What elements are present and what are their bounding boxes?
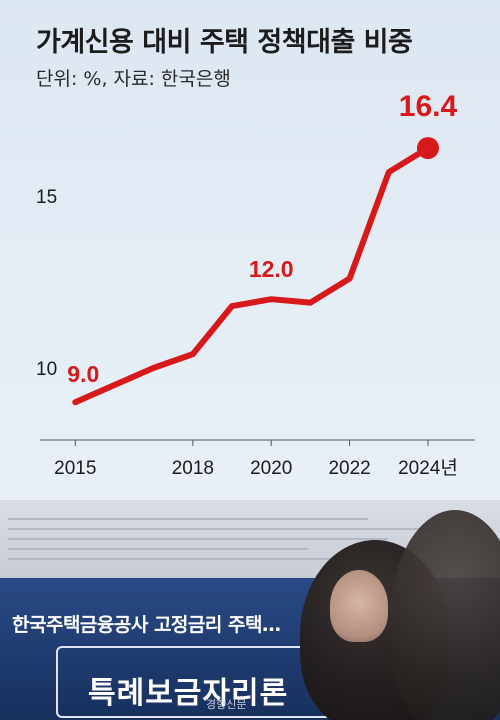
banner-text-main: 특례보금자리론 bbox=[88, 676, 289, 711]
x-tick-label: 2015 bbox=[54, 458, 96, 479]
line-chart: 2015 2018 2020 2022 2024년 10 15 9.0 12.0 16.4 bbox=[36, 90, 475, 479]
pedestrian-face bbox=[330, 570, 388, 642]
x-tick-label: 2024년 bbox=[398, 457, 458, 479]
watermark: 경향신문 bbox=[206, 698, 247, 711]
news-photo: 한국주택금융공사 고정금리 주택… 특례보금자리론 경향신문 bbox=[0, 500, 500, 720]
data-label: 9.0 bbox=[67, 361, 99, 387]
banner-text-top: 한국주택금융공사 고정금리 주택… bbox=[12, 614, 281, 636]
x-tick-label: 2018 bbox=[172, 458, 214, 479]
y-tick-label: 15 bbox=[36, 187, 57, 208]
x-tick-label: 2020 bbox=[250, 458, 292, 479]
y-tick-label: 10 bbox=[36, 359, 57, 380]
data-label: 12.0 bbox=[249, 256, 294, 282]
series-line bbox=[72, 145, 431, 406]
chart-title: 가계신용 대비 주택 정책대출 비중 bbox=[36, 27, 413, 58]
data-label: 16.4 bbox=[399, 90, 458, 123]
end-point-marker bbox=[416, 137, 439, 160]
chart-subtitle: 단위: %, 자료: 한국은행 bbox=[36, 68, 231, 90]
pedestrian-figure-right bbox=[390, 510, 500, 720]
chart-panel: 가계신용 대비 주택 정책대출 비중 단위: %, 자료: 한국은행 2015 2… bbox=[0, 0, 500, 500]
x-tick-label: 2022 bbox=[328, 458, 370, 479]
